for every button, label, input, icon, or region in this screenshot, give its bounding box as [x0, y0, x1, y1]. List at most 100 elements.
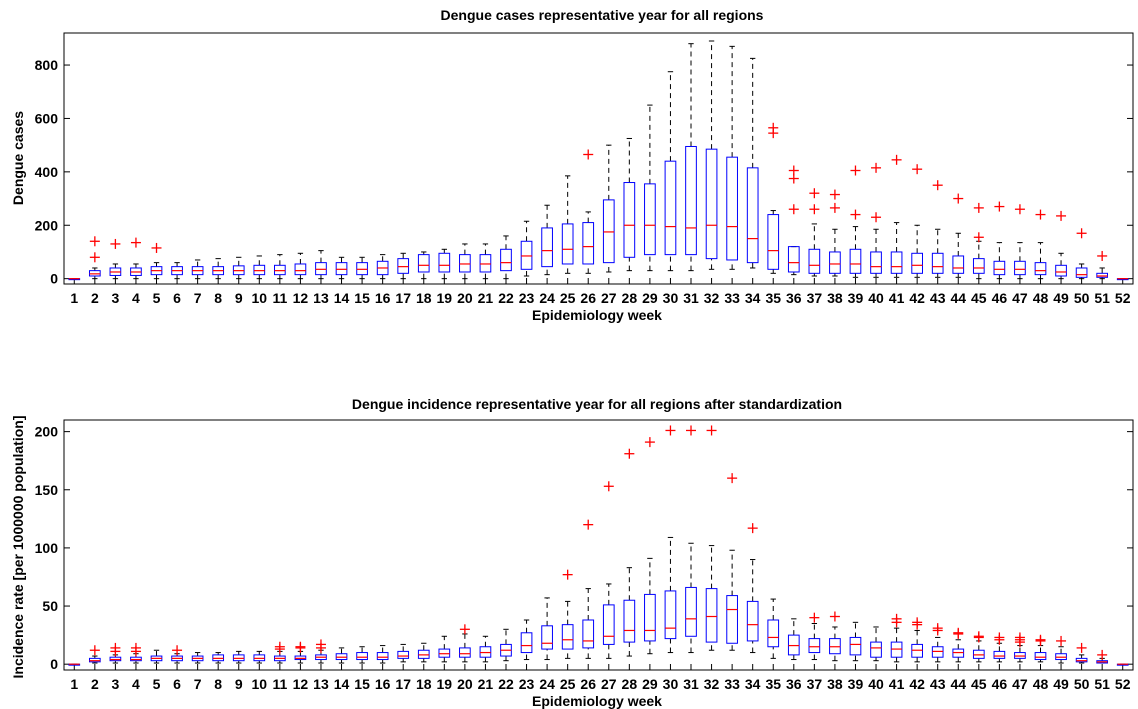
x-tick-label: 52 — [1115, 290, 1131, 306]
box-week-15 — [356, 646, 368, 664]
iqr-box — [1034, 262, 1047, 276]
x-tick-label: 23 — [519, 290, 535, 306]
outlier-marker — [644, 437, 655, 448]
box-week-14 — [335, 256, 348, 280]
x-tick-label: 15 — [354, 676, 370, 692]
box-week-45 — [972, 202, 985, 280]
iqr-box — [911, 252, 923, 274]
box-week-2 — [88, 236, 101, 280]
x-tick-label: 4 — [132, 676, 140, 692]
box-week-8 — [212, 258, 225, 280]
iqr-box — [746, 600, 759, 642]
iqr-box — [541, 625, 553, 650]
x-tick-label: 38 — [827, 676, 843, 692]
box-week-32 — [705, 40, 718, 270]
chart-title: Dengue incidence representative year for… — [352, 396, 842, 412]
x-tick-label: 18 — [416, 676, 432, 692]
outlier-marker — [932, 180, 943, 191]
box-week-9 — [232, 256, 245, 280]
iqr-box — [541, 227, 553, 268]
x-tick-label: 7 — [194, 676, 202, 692]
box-week-30 — [664, 425, 677, 654]
x-tick-label: 19 — [437, 290, 453, 306]
y-tick-label: 0 — [50, 271, 58, 287]
x-tick-label: 4 — [132, 290, 140, 306]
outlier-marker — [459, 624, 470, 635]
outlier-marker — [809, 612, 820, 623]
x-tick-label: 9 — [235, 676, 243, 692]
box-week-39 — [849, 621, 862, 662]
x-tick-label: 35 — [765, 676, 781, 692]
iqr-box — [1034, 652, 1047, 661]
iqr-box — [520, 632, 533, 654]
box-week-39 — [849, 165, 862, 278]
x-tick-label: 14 — [334, 676, 350, 692]
x-tick-label: 49 — [1053, 290, 1069, 306]
y-tick-label: 200 — [35, 424, 59, 440]
outlier-marker — [1014, 204, 1025, 215]
x-tick-label: 39 — [848, 290, 864, 306]
x-tick-label: 46 — [992, 290, 1008, 306]
iqr-box — [582, 619, 595, 649]
outlier-marker — [829, 189, 840, 200]
x-tick-label: 31 — [683, 290, 699, 306]
box-week-8 — [212, 652, 225, 664]
box-week-4 — [130, 642, 142, 664]
box-week-41 — [890, 613, 903, 663]
box-week-11 — [274, 641, 286, 664]
box-week-21 — [479, 635, 492, 663]
x-tick-label: 17 — [395, 676, 411, 692]
box-week-38 — [829, 611, 841, 662]
box-week-27 — [602, 481, 615, 659]
outlier-marker — [850, 165, 861, 176]
x-tick-label: 44 — [950, 676, 966, 692]
outlier-marker — [1097, 250, 1108, 261]
x-tick-label: 45 — [971, 290, 987, 306]
x-tick-label: 27 — [601, 676, 617, 692]
box-week-36 — [787, 165, 800, 276]
outlier-marker — [583, 149, 594, 160]
box-week-7 — [191, 652, 204, 664]
outlier-marker — [994, 201, 1005, 212]
box-week-44 — [952, 193, 965, 278]
box-week-2 — [88, 645, 101, 664]
box-week-29 — [644, 437, 656, 655]
outlier-marker — [295, 641, 306, 652]
iqr-box — [294, 263, 307, 276]
x-tick-label: 47 — [1012, 290, 1028, 306]
box-week-45 — [972, 631, 985, 663]
outlier-marker — [912, 617, 923, 628]
outlier-marker — [624, 448, 635, 459]
box-week-48 — [1034, 209, 1047, 280]
y-tick-label: 200 — [35, 217, 59, 233]
y-axis-label: Incidence rate [per 1000000 population] — [10, 416, 26, 679]
x-tick-label: 26 — [580, 676, 596, 692]
box-week-18 — [417, 642, 430, 663]
iqr-box — [644, 593, 656, 642]
box-week-17 — [397, 252, 410, 280]
x-tick-label: 25 — [560, 676, 576, 692]
x-tick-label: 21 — [478, 676, 494, 692]
box-week-11 — [274, 254, 286, 280]
box-week-20 — [459, 624, 471, 663]
box-week-1 — [68, 278, 81, 281]
dengue-cases-chart: Dengue cases representative year for all… — [10, 7, 1134, 323]
box-week-43 — [931, 623, 944, 663]
box-week-24 — [541, 204, 553, 276]
outlier-marker — [110, 238, 121, 249]
outlier-marker — [932, 623, 943, 634]
box-week-37 — [808, 188, 821, 277]
box-week-26 — [582, 149, 595, 274]
box-week-10 — [253, 650, 266, 664]
chart-title: Dengue cases representative year for all… — [441, 7, 764, 23]
x-tick-label: 3 — [111, 676, 119, 692]
outlier-marker — [871, 212, 882, 223]
x-tick-label: 19 — [437, 676, 453, 692]
box-week-50 — [1075, 228, 1088, 280]
box-week-6 — [171, 262, 183, 280]
box-week-7 — [191, 259, 204, 280]
box-week-20 — [459, 243, 471, 280]
outlier-marker — [274, 641, 285, 652]
iqr-box — [972, 258, 985, 274]
x-tick-label: 11 — [272, 290, 287, 306]
